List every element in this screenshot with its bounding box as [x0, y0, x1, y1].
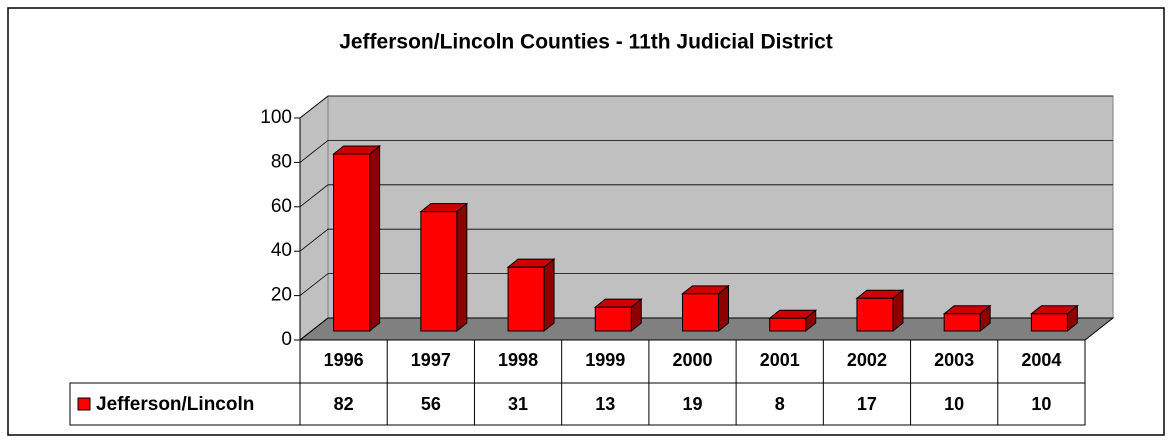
table-value: 56 — [421, 394, 441, 414]
y-tick-label: 40 — [271, 240, 292, 261]
chart-title: Jefferson/Lincoln Counties - 11th Judici… — [339, 31, 833, 54]
bar-side — [456, 202, 468, 333]
bar — [682, 293, 719, 332]
x-tick-label: 2000 — [672, 350, 712, 370]
x-tick-label: 1998 — [498, 350, 538, 370]
bar-side — [369, 144, 381, 333]
table-value: 13 — [595, 394, 615, 414]
y-tick-label: 0 — [281, 329, 292, 350]
y-tick-label: 60 — [271, 196, 292, 217]
x-tick-label: 1996 — [324, 350, 364, 370]
table-value: 10 — [1031, 394, 1051, 414]
bar — [507, 266, 545, 332]
y-tick-label: 80 — [271, 151, 292, 172]
x-tick-label: 1997 — [411, 350, 451, 370]
bar — [333, 153, 371, 332]
bar — [1030, 313, 1068, 332]
table-value: 17 — [857, 394, 877, 414]
legend-label: Jefferson/Lincoln — [96, 394, 254, 415]
bar — [943, 313, 981, 332]
grid-line — [299, 228, 1113, 252]
table-value: 8 — [775, 394, 785, 414]
side-wall — [299, 94, 329, 342]
y-tick-label: 20 — [271, 285, 292, 306]
bar — [420, 211, 458, 332]
grid-line — [299, 139, 1113, 163]
x-tick-label: 1999 — [585, 350, 625, 370]
x-tick-label: 2003 — [934, 350, 974, 370]
grid-line — [299, 273, 1113, 296]
y-tick-label: 100 — [260, 107, 292, 128]
x-tick-label: 2001 — [760, 350, 800, 370]
grid-line — [299, 184, 1113, 208]
table-value: 82 — [334, 394, 354, 414]
legend-cell — [69, 382, 301, 426]
table-value: 31 — [508, 394, 528, 414]
grid-line — [299, 317, 1113, 341]
table-value: 10 — [944, 394, 964, 414]
bar — [856, 297, 894, 332]
table-value: 19 — [682, 394, 702, 414]
bar — [769, 317, 807, 332]
x-tick-label: 2004 — [1021, 350, 1061, 370]
x-tick-label: 2002 — [847, 350, 887, 370]
bar — [594, 306, 632, 332]
bar-side — [543, 258, 555, 333]
grid-line — [299, 95, 1113, 119]
legend-key — [77, 397, 91, 411]
